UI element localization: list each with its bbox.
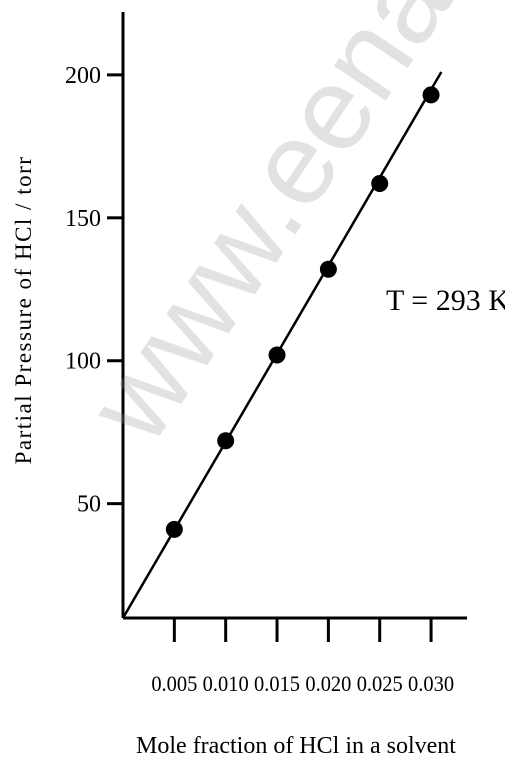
y-tick-label: 50 (77, 492, 101, 518)
y-tick-label: 200 (65, 63, 101, 89)
data-point (319, 260, 337, 278)
data-point (165, 520, 183, 538)
y-axis-title: Partial Pressure of HCl / torr (11, 156, 36, 465)
data-points (165, 86, 440, 538)
x-tick-label: 0.010 (203, 671, 249, 696)
data-point (268, 346, 286, 364)
y-tick-label: 150 (65, 206, 101, 232)
data-point (422, 86, 440, 104)
x-axis-title: Mole fraction of HCl in a solvent (136, 733, 456, 759)
y-ticks: 50 100 150 200 (65, 63, 123, 518)
temperature-annotation: T = 293 K (386, 284, 505, 317)
data-point (217, 432, 235, 450)
x-tick-label: 0.005 (151, 671, 197, 696)
x-tick-label: 0.020 (305, 671, 351, 696)
x-tick-label: 0.030 (408, 671, 454, 696)
y-tick-label: 100 (65, 349, 101, 375)
x-tick-label: 0.025 (357, 671, 403, 696)
axes (121, 12, 467, 620)
x-tick-label: 0.015 (254, 671, 300, 696)
x-ticks: 0.005 0.010 0.015 0.020 0.025 0.030 (151, 618, 454, 696)
data-point (371, 175, 389, 193)
